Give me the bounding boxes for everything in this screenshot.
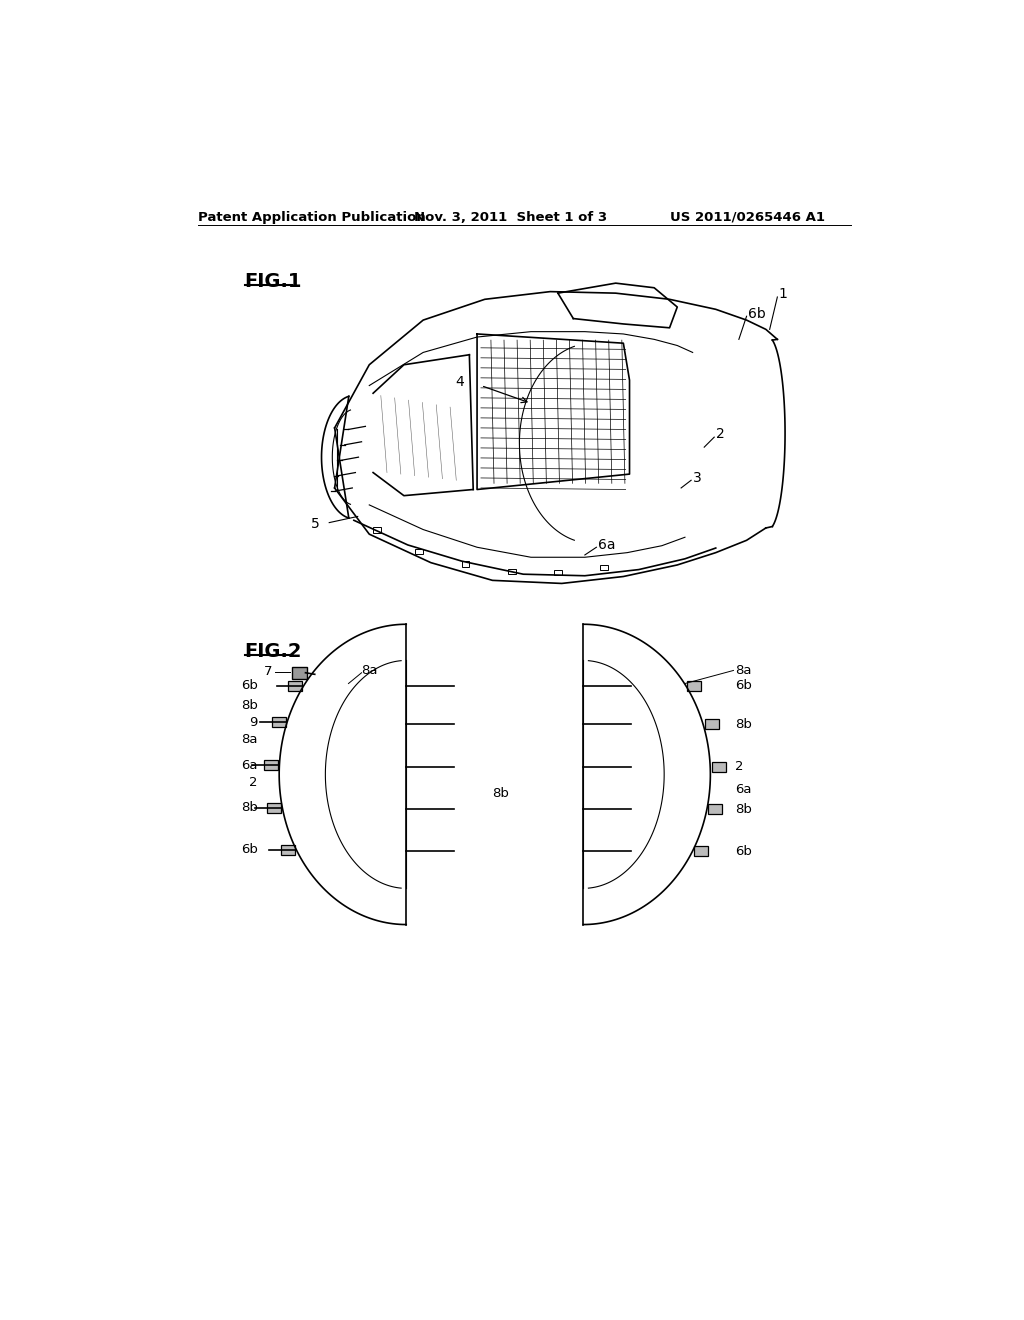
- Text: 8a: 8a: [361, 664, 378, 677]
- Text: 8a: 8a: [241, 733, 258, 746]
- Bar: [373, 527, 381, 532]
- Text: 6a: 6a: [241, 759, 258, 772]
- Text: 6b: 6b: [241, 843, 258, 857]
- Text: 2: 2: [249, 776, 258, 788]
- Text: 3: 3: [692, 471, 701, 484]
- Bar: [267, 803, 281, 813]
- Text: 9: 9: [249, 715, 258, 729]
- Text: 6b: 6b: [749, 308, 766, 321]
- Text: 6b: 6b: [241, 680, 258, 693]
- Text: 1: 1: [779, 286, 787, 301]
- Bar: [281, 845, 295, 855]
- Bar: [687, 681, 701, 690]
- Bar: [508, 569, 515, 574]
- Text: Nov. 3, 2011  Sheet 1 of 3: Nov. 3, 2011 Sheet 1 of 3: [414, 211, 607, 224]
- Text: 2: 2: [735, 760, 743, 774]
- Text: 2: 2: [716, 428, 725, 441]
- Bar: [709, 804, 722, 814]
- Bar: [292, 667, 307, 678]
- Bar: [462, 561, 469, 566]
- Text: 7: 7: [264, 665, 272, 678]
- Bar: [554, 570, 562, 576]
- Text: Patent Application Publication: Patent Application Publication: [199, 211, 426, 224]
- Text: 4: 4: [456, 375, 464, 389]
- Text: 8b: 8b: [493, 787, 509, 800]
- Text: 8b: 8b: [241, 801, 258, 814]
- Text: FIG.2: FIG.2: [245, 642, 302, 661]
- Text: FIG.1: FIG.1: [245, 272, 302, 292]
- Text: 8b: 8b: [735, 718, 752, 731]
- Text: 8a: 8a: [735, 664, 752, 677]
- Text: 6a: 6a: [735, 783, 752, 796]
- Bar: [694, 846, 708, 857]
- Bar: [288, 681, 302, 690]
- Bar: [600, 565, 608, 570]
- Bar: [264, 760, 278, 770]
- Bar: [712, 762, 726, 772]
- Text: 5: 5: [310, 517, 319, 531]
- Bar: [705, 719, 719, 730]
- Bar: [416, 549, 423, 554]
- Text: 6b: 6b: [735, 680, 752, 693]
- Text: 8b: 8b: [241, 698, 258, 711]
- Bar: [271, 717, 286, 727]
- Text: 8b: 8b: [735, 803, 752, 816]
- Text: 6a: 6a: [598, 539, 615, 552]
- Text: 6b: 6b: [735, 845, 752, 858]
- Text: US 2011/0265446 A1: US 2011/0265446 A1: [670, 211, 824, 224]
